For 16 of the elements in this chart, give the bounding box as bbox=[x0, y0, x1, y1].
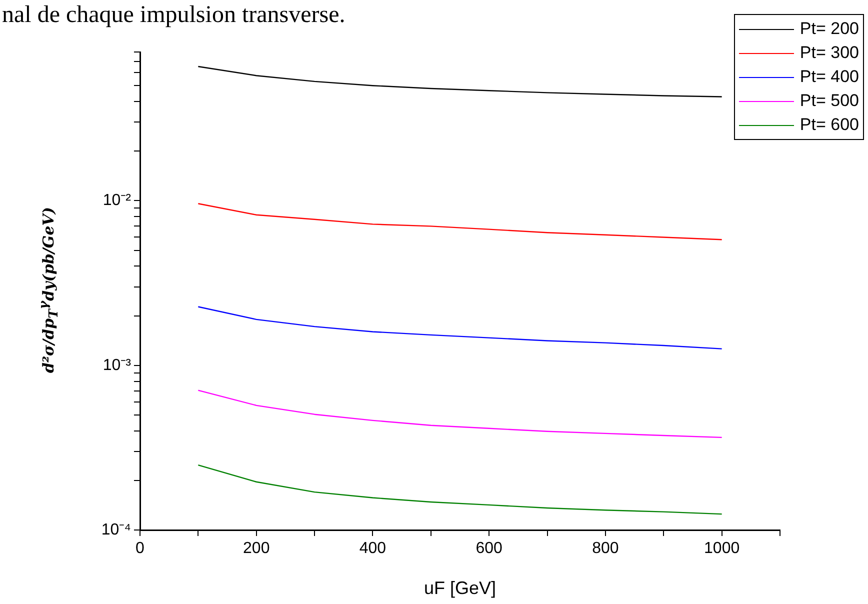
text: nal de chaque impulsion transverse. bbox=[2, 2, 346, 29]
x-tick-label: 1000 bbox=[704, 540, 740, 558]
legend-label: Pt= 200 bbox=[800, 19, 859, 39]
x-tick-label: 600 bbox=[476, 540, 503, 558]
x-tick-label: 400 bbox=[359, 540, 386, 558]
x-tick-label: 0 bbox=[136, 540, 145, 558]
y-tick-label: 10⁻³ bbox=[102, 356, 132, 374]
legend-label: Pt= 500 bbox=[800, 91, 859, 111]
legend-label: Pt= 400 bbox=[800, 67, 859, 87]
x-tick-label: 800 bbox=[592, 540, 619, 558]
y-tick-label: 10⁻⁴ bbox=[101, 521, 132, 538]
x-axis-title: uF [GeV] bbox=[424, 578, 496, 598]
y-tick-label: 10⁻² bbox=[102, 192, 132, 210]
x-tick-label: 200 bbox=[243, 540, 270, 558]
legend-label: Pt= 300 bbox=[800, 43, 859, 63]
legend-label: Pt= 600 bbox=[800, 115, 859, 135]
